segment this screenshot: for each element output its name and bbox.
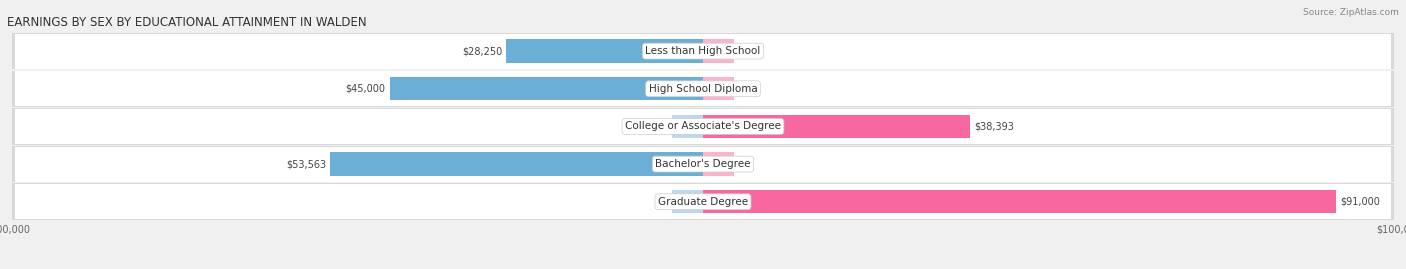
Text: Less than High School: Less than High School: [645, 46, 761, 56]
Text: High School Diploma: High School Diploma: [648, 84, 758, 94]
Bar: [672, 190, 703, 213]
Bar: [389, 77, 703, 100]
Bar: [15, 71, 1391, 106]
Text: $91,000: $91,000: [1340, 197, 1381, 207]
Bar: [11, 70, 1395, 107]
Text: $53,563: $53,563: [285, 159, 326, 169]
Text: Graduate Degree: Graduate Degree: [658, 197, 748, 207]
Text: $0: $0: [738, 46, 751, 56]
Text: $0: $0: [655, 197, 668, 207]
Bar: [15, 147, 1391, 182]
Text: $0: $0: [738, 159, 751, 169]
Text: $0: $0: [655, 121, 668, 132]
Text: $0: $0: [738, 84, 751, 94]
Text: College or Associate's Degree: College or Associate's Degree: [626, 121, 780, 132]
Bar: [330, 153, 703, 176]
Bar: [506, 40, 703, 63]
Bar: [15, 184, 1391, 219]
Text: $28,250: $28,250: [463, 46, 502, 56]
Bar: [11, 183, 1395, 220]
Bar: [11, 108, 1395, 145]
Bar: [703, 77, 734, 100]
Text: Source: ZipAtlas.com: Source: ZipAtlas.com: [1303, 8, 1399, 17]
Bar: [703, 153, 734, 176]
Bar: [703, 40, 734, 63]
Bar: [703, 190, 1336, 213]
Text: $45,000: $45,000: [346, 84, 385, 94]
Text: Bachelor's Degree: Bachelor's Degree: [655, 159, 751, 169]
Text: $38,393: $38,393: [974, 121, 1014, 132]
Text: EARNINGS BY SEX BY EDUCATIONAL ATTAINMENT IN WALDEN: EARNINGS BY SEX BY EDUCATIONAL ATTAINMEN…: [7, 16, 367, 29]
Bar: [11, 33, 1395, 69]
Bar: [15, 109, 1391, 144]
Bar: [672, 115, 703, 138]
Bar: [703, 115, 970, 138]
Bar: [15, 34, 1391, 69]
Bar: [11, 146, 1395, 182]
